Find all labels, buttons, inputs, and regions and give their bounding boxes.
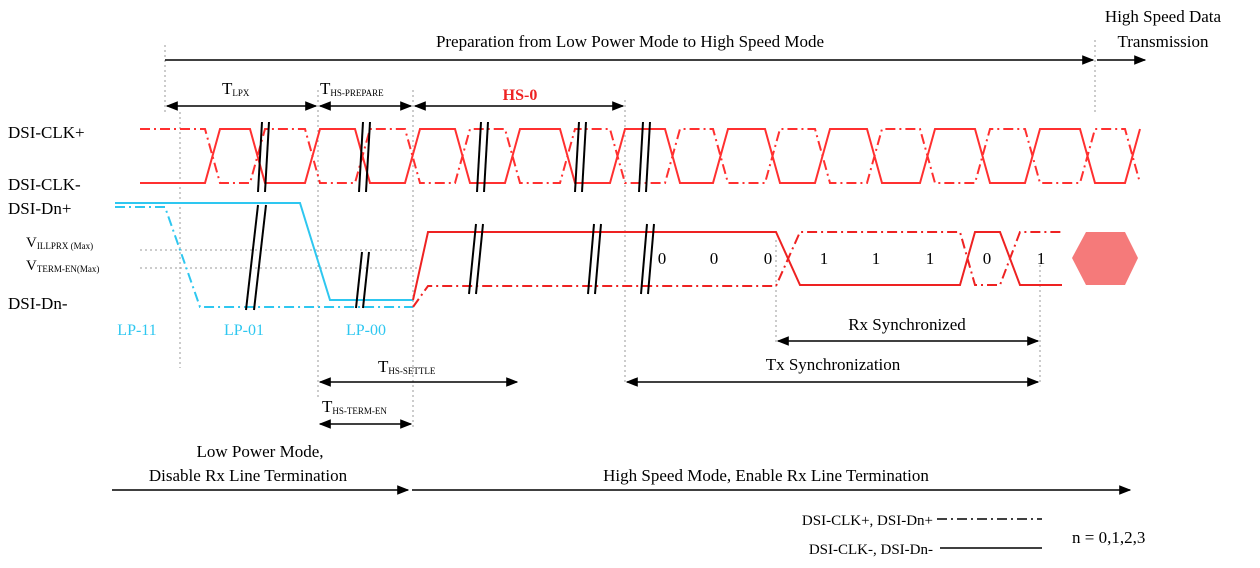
break-mark [594, 223, 602, 295]
ths-term-en-label: THS-TERM-EN [322, 397, 387, 416]
clk-plus-trace [140, 128, 1141, 184]
break-mark [257, 121, 263, 193]
tx-synchronization-label: Tx Synchronization [766, 355, 901, 374]
break-mark [362, 251, 370, 309]
lp-mode-line2: Disable Rx Line Termination [149, 466, 348, 485]
bit-label: 1 [872, 249, 881, 268]
bit-label: 0 [658, 249, 667, 268]
clk-plus-label: DSI-CLK+ [8, 123, 85, 142]
break-mark [468, 223, 477, 295]
break-mark [245, 204, 259, 311]
break-mark [640, 223, 648, 295]
bit-label: 1 [820, 249, 829, 268]
break-mark [581, 121, 587, 193]
break-mark [358, 121, 364, 193]
break-mark [483, 121, 489, 193]
break-mark [645, 121, 651, 193]
vill-label: VILLPRX (Max) [26, 235, 93, 251]
bit-label: 1 [1037, 249, 1046, 268]
bit-labels: 0 0 0 1 1 1 0 1 [658, 249, 1046, 268]
preparation-label: Preparation from Low Power Mode to High … [436, 32, 824, 51]
legend-n-label: n = 0,1,2,3 [1072, 528, 1145, 547]
bit-label: 0 [764, 249, 773, 268]
legend-minus-label: DSI-CLK-, DSI-Dn- [809, 542, 933, 558]
clk-plus-waveform [140, 128, 1141, 184]
legend-plus-label: DSI-CLK+, DSI-Dn+ [802, 513, 933, 529]
hs-data-label-line1: High Speed Data [1105, 7, 1222, 26]
tlpx-label: TLPX [222, 79, 250, 98]
guide-lines [140, 40, 1096, 430]
break-mark [587, 223, 595, 295]
bit-label: 1 [926, 249, 935, 268]
clk-minus-label: DSI-CLK- [8, 175, 81, 194]
rx-synchronized-label: Rx Synchronized [848, 315, 966, 334]
break-mark [365, 121, 371, 193]
hs0-label: HS-0 [503, 87, 538, 104]
break-mark [574, 121, 580, 193]
break-mark [355, 251, 363, 309]
hs-transition-trace-dashed [412, 231, 1062, 308]
lp01-label: LP-01 [224, 322, 264, 339]
bit-label: 0 [710, 249, 719, 268]
break-marks [245, 121, 655, 311]
break-mark [264, 121, 270, 193]
break-mark [253, 204, 267, 311]
lp00-label: LP-00 [346, 322, 386, 339]
break-mark [647, 223, 655, 295]
dn-minus-lp-trace [115, 206, 413, 308]
hs-data-label-line2: Transmission [1117, 32, 1209, 51]
ths-prepare-label: THS-PREPARE [320, 79, 384, 98]
clk-minus-trace [140, 128, 1141, 184]
hs-data-waveform [412, 231, 1138, 308]
lp-waveform [115, 202, 413, 308]
ths-settle-label: THS-SETTLE [378, 357, 436, 376]
lp11-label: LP-11 [117, 322, 156, 339]
lp-mode-line1: Low Power Mode, [196, 442, 323, 461]
break-mark [476, 121, 482, 193]
break-mark [638, 121, 644, 193]
clk-minus-waveform [140, 128, 1141, 184]
break-mark [475, 223, 484, 295]
dn-plus-label: DSI-Dn+ [8, 199, 71, 218]
dn-minus-label: DSI-Dn- [8, 294, 68, 313]
bit-label: 0 [983, 249, 992, 268]
hs-data-blob [1072, 232, 1138, 285]
dn-plus-lp-trace [115, 202, 413, 301]
vterm-label: VTERM-EN(Max) [26, 258, 99, 274]
hs-mode-label: High Speed Mode, Enable Rx Line Terminat… [603, 466, 929, 485]
hs-transition-trace [412, 231, 1062, 301]
